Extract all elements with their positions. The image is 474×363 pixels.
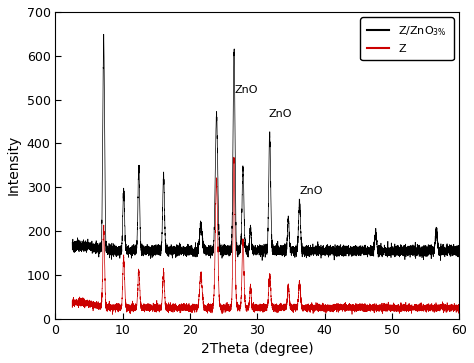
- Text: ZnO: ZnO: [268, 109, 292, 119]
- Legend: Z/ZnO$_{3\%}$, Z: Z/ZnO$_{3\%}$, Z: [360, 17, 454, 60]
- X-axis label: 2Theta (degree): 2Theta (degree): [201, 342, 314, 356]
- Text: ZnO: ZnO: [234, 85, 258, 95]
- Text: ZnO: ZnO: [300, 186, 323, 196]
- Y-axis label: Intensity: Intensity: [7, 135, 21, 195]
